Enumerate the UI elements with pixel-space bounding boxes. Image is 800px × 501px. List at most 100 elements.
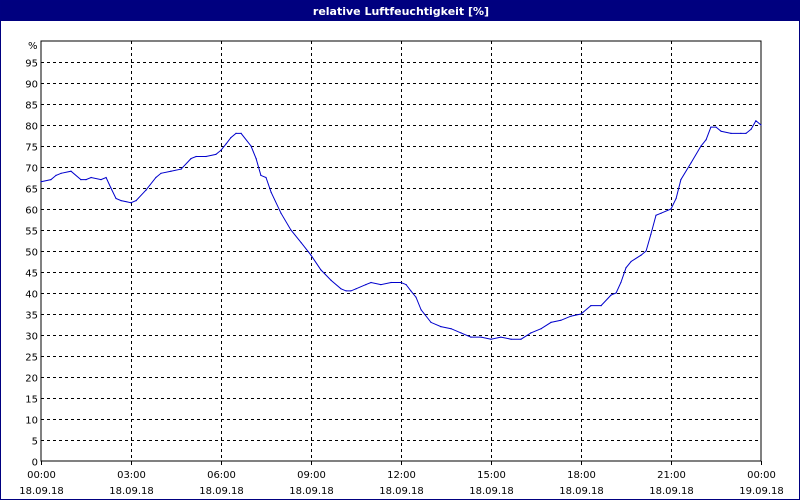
data-point: [730, 132, 732, 134]
data-point: [225, 143, 227, 145]
y-tick-label: 45: [25, 269, 38, 280]
data-point: [550, 321, 552, 323]
y-tick-label: 30: [25, 332, 38, 343]
data-point: [365, 284, 367, 286]
y-tick-label: 75: [25, 143, 38, 154]
data-point: [755, 120, 757, 122]
y-tick-label: 60: [25, 206, 38, 217]
x-tick-time: 09:00: [297, 470, 326, 481]
data-point: [630, 260, 632, 263]
data-point: [130, 202, 132, 204]
data-point: [660, 212, 662, 214]
data-point: [560, 319, 562, 321]
data-point: [320, 269, 322, 271]
y-tick-label: 65: [25, 185, 38, 196]
x-tick-date: 18.09.18: [649, 486, 694, 497]
data-point: [690, 162, 692, 164]
x-tick-date: 18.09.18: [19, 486, 64, 497]
data-point: [640, 254, 642, 256]
data-point: [450, 328, 452, 330]
data-point: [105, 176, 107, 179]
data-point: [50, 179, 52, 181]
data-point: [625, 267, 627, 269]
data-point: [170, 170, 172, 172]
data-point: [370, 281, 372, 284]
data-point: [205, 155, 207, 158]
data-point: [710, 126, 712, 128]
data-point: [90, 176, 92, 179]
data-point: [300, 242, 302, 244]
data-point: [265, 176, 267, 179]
x-tick-time: 15:00: [477, 470, 506, 481]
data-point: [720, 130, 722, 132]
data-point: [680, 179, 682, 181]
data-point: [430, 321, 432, 323]
data-point: [655, 214, 657, 216]
data-point: [145, 189, 147, 191]
data-point: [420, 309, 422, 311]
data-point: [235, 132, 237, 134]
data-point: [645, 250, 647, 252]
y-tick-label: 10: [25, 416, 38, 427]
y-tick-label: 5: [32, 437, 38, 448]
y-tick-label: 80: [25, 122, 38, 133]
data-point: [480, 336, 482, 338]
data-point: [85, 179, 87, 181]
data-point: [675, 197, 677, 200]
data-point: [405, 284, 407, 286]
data-point: [40, 181, 42, 183]
data-point: [255, 158, 257, 160]
data-point: [410, 290, 412, 292]
x-tick-time: 03:00: [117, 470, 146, 481]
data-point: [160, 172, 162, 174]
x-tick-date: 18.09.18: [559, 486, 604, 497]
series-layer: [40, 120, 762, 340]
data-point: [490, 338, 492, 340]
data-point: [110, 187, 112, 189]
x-tick-time: 00:00: [747, 470, 776, 481]
data-point: [705, 139, 707, 141]
x-tick-date: 18.09.18: [289, 486, 334, 497]
data-point: [340, 288, 342, 290]
x-tick-time: 18:00: [567, 470, 596, 481]
data-point: [590, 305, 592, 307]
data-point: [230, 137, 232, 139]
y-tick-label: 40: [25, 290, 38, 301]
data-point: [440, 326, 442, 328]
data-point: [180, 168, 182, 170]
data-point: [250, 145, 252, 147]
x-tick-date: 19.09.18: [739, 486, 784, 497]
data-point: [700, 145, 702, 147]
x-tick-date: 18.09.18: [379, 486, 424, 497]
data-point: [470, 336, 472, 338]
data-point: [240, 132, 242, 134]
data-point: [280, 212, 282, 214]
data-point: [120, 200, 122, 202]
data-point: [760, 124, 762, 126]
data-point: [540, 328, 542, 330]
data-point: [500, 336, 502, 338]
grid-layer: [40, 40, 762, 465]
data-point: [715, 126, 717, 128]
data-point: [190, 158, 192, 160]
x-tick-time: 06:00: [207, 470, 236, 481]
data-point: [350, 290, 352, 292]
y-tick-label: 90: [25, 80, 38, 91]
data-point: [670, 208, 672, 210]
data-point: [55, 174, 57, 176]
y-tick-label: 85: [25, 101, 38, 112]
y-tick-label: 20: [25, 374, 38, 385]
x-tick-time: 00:00: [27, 470, 56, 481]
data-point: [620, 281, 622, 284]
x-tick-date: 18.09.18: [109, 486, 154, 497]
data-point: [740, 132, 742, 134]
data-point: [355, 288, 357, 290]
tick-layer: 0 5 10 15 20 25 30 35 40 45 50 55 60 65 70 75 80 85 90 95 00…: [19, 59, 784, 498]
data-point: [745, 132, 747, 134]
y-tick-label: 25: [25, 353, 38, 364]
data-point: [650, 233, 652, 235]
y-tick-label: 35: [25, 311, 38, 322]
data-point: [415, 296, 417, 298]
